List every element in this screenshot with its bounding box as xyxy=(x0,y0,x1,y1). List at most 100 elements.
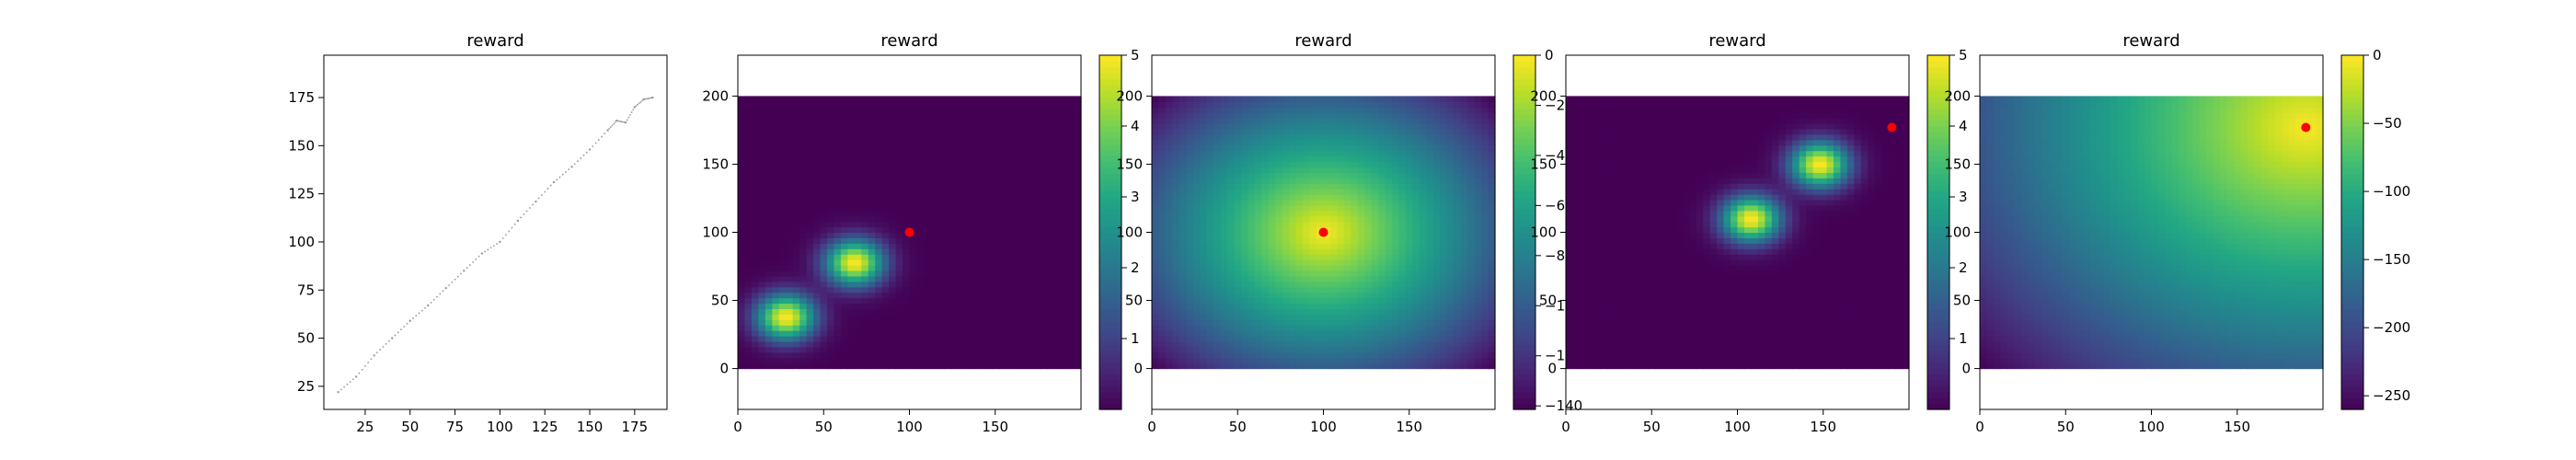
chart-3-heatmap-cell xyxy=(1454,248,1462,255)
chart-2-heatmap-cell xyxy=(943,319,951,326)
chart-2-heatmap-cell xyxy=(772,254,780,260)
chart-2-heatmap-cell xyxy=(1026,308,1034,315)
chart-3-heatmap-cell xyxy=(1323,286,1331,293)
chart-3-heatmap-cell xyxy=(1337,275,1345,282)
chart-2-heatmap-cell xyxy=(826,346,835,353)
chart-2-heatmap-cell xyxy=(758,270,766,277)
chart-2-heatmap-cell xyxy=(765,362,773,370)
chart-3-heatmap-cell xyxy=(1460,183,1468,190)
chart-3-heatmap-cell xyxy=(1412,139,1420,146)
chart-3-heatmap-cell xyxy=(1234,330,1242,337)
chart-2-heatmap-cell xyxy=(971,265,979,271)
chart-2-heatmap-cell xyxy=(847,243,856,249)
chart-3-heatmap-cell xyxy=(1317,308,1325,315)
chart-3-heatmap-cell xyxy=(1206,325,1214,331)
chart-3-heatmap-cell xyxy=(1467,123,1476,130)
chart-2-heatmap-cell xyxy=(937,96,945,102)
chart-2-heatmap-cell xyxy=(1067,281,1075,288)
chart-3-heatmap-cell xyxy=(1200,303,1208,310)
chart-3-heatmap-cell xyxy=(1261,314,1270,320)
chart-2-heatmap-cell xyxy=(895,248,903,255)
chart-3-heatmap-cell xyxy=(1488,128,1496,135)
chart-2-heatmap-cell xyxy=(840,330,848,337)
chart-2-heatmap-cell xyxy=(875,107,883,113)
chart-3-heatmap-cell xyxy=(1289,346,1297,353)
chart-1-trail-dot xyxy=(641,99,643,102)
chart-2-heatmap-cell xyxy=(861,265,869,271)
chart-3-heatmap-cell xyxy=(1261,330,1270,337)
chart-3-heatmap-cell xyxy=(1398,325,1407,331)
chart-3-heatmap-cell xyxy=(1460,210,1468,217)
chart-2-heatmap-cell xyxy=(861,259,869,266)
chart-2-heatmap-cell xyxy=(998,314,1006,320)
chart-2-heatmap-cell xyxy=(1032,259,1041,266)
chart-2-heatmap-cell xyxy=(826,96,835,102)
chart-2-heatmap-cell xyxy=(1074,133,1082,141)
chart-3-heatmap-cell xyxy=(1406,357,1414,364)
chart-3-heatmap-cell xyxy=(1186,215,1194,223)
chart-2-heatmap-cell xyxy=(813,314,822,320)
chart-2-heatmap-cell xyxy=(1067,286,1075,293)
chart-3-heatmap-cell xyxy=(1364,314,1373,320)
chart-3-heatmap-cell xyxy=(1234,248,1242,255)
chart-2-heatmap-cell xyxy=(875,226,883,234)
chart-2-heatmap-cell xyxy=(875,150,883,157)
chart-2-heatmap-cell xyxy=(1032,221,1041,228)
chart-3-heatmap-cell xyxy=(1357,319,1365,326)
chart-3-heatmap-cell xyxy=(1323,265,1331,271)
chart-3-heatmap-cell xyxy=(1454,133,1462,141)
chart-2-heatmap-cell xyxy=(772,189,780,195)
chart-3-heatmap-cell xyxy=(1337,232,1345,239)
chart-2-heatmap-cell xyxy=(1040,167,1048,173)
chart-2-heatmap-cell xyxy=(909,189,917,195)
chart-2-heatmap-cell xyxy=(909,155,917,163)
chart-3-heatmap-cell xyxy=(1317,172,1325,178)
chart-2-heatmap-cell xyxy=(758,237,766,244)
chart-3-heatmap-cell xyxy=(1213,215,1222,223)
chart-2-heatmap-cell xyxy=(813,330,822,337)
chart-2-heatmap-cell xyxy=(937,237,945,244)
chart-3-heatmap-cell xyxy=(1398,254,1407,260)
chart-2-heatmap-cell xyxy=(854,286,862,293)
chart-1-trail-dot xyxy=(358,372,361,374)
chart-2-heatmap-cell xyxy=(889,96,897,102)
chart-3-heatmap-cell xyxy=(1371,297,1379,305)
chart-3-heatmap-cell xyxy=(1275,183,1283,190)
chart-2-heatmap-cell xyxy=(895,259,903,266)
chart-2-heatmap-cell xyxy=(744,346,753,353)
chart-2-heatmap-cell xyxy=(834,112,842,119)
chart-2-heatmap-cell xyxy=(1040,194,1048,201)
chart-2-heatmap-cell xyxy=(758,308,766,315)
chart-2-heatmap-cell xyxy=(1018,340,1027,348)
chart-2-heatmap-cell xyxy=(834,330,842,337)
chart-3-heatmap-cell xyxy=(1282,183,1290,190)
chart-3-heatmap-cell xyxy=(1364,155,1373,163)
chart-2-heatmap-cell xyxy=(778,232,787,239)
chart-3-heatmap-cell xyxy=(1364,357,1373,364)
chart-2-heatmap-cell xyxy=(826,118,835,124)
chart-2-heatmap-cell xyxy=(915,237,925,244)
chart-3-heatmap-cell xyxy=(1309,303,1317,310)
chart-2-heatmap-cell xyxy=(998,123,1006,130)
chart-2-heatmap-cell xyxy=(813,259,822,266)
chart-2-heatmap-cell xyxy=(978,270,986,277)
chart-3-heatmap-cell xyxy=(1343,351,1351,359)
chart-2-heatmap-cell xyxy=(915,346,925,353)
chart-1-point-1 xyxy=(354,375,358,378)
chart-2-heatmap-cell xyxy=(826,139,835,146)
chart-2-heatmap-cell xyxy=(978,237,986,244)
chart-2-heatmap-cell xyxy=(950,183,959,190)
chart-2-heatmap-cell xyxy=(840,319,848,326)
chart-2-heatmap-cell xyxy=(1046,336,1054,342)
chart-2-heatmap-cell xyxy=(943,308,951,315)
chart-2-heatmap-cell xyxy=(758,204,766,212)
chart-2-heatmap-cell xyxy=(1005,351,1013,359)
chart-3-heatmap-cell xyxy=(1432,336,1441,342)
chart-2-heatmap-cell xyxy=(984,112,993,119)
chart-3-heatmap-cell xyxy=(1317,155,1325,163)
chart-3-heatmap-cell xyxy=(1343,362,1351,370)
chart-2-heatmap-cell xyxy=(806,144,814,152)
chart-3-heatmap-cell xyxy=(1406,319,1414,326)
chart-3-heatmap-cell xyxy=(1378,346,1386,353)
chart-3-heatmap-cell xyxy=(1317,351,1325,359)
